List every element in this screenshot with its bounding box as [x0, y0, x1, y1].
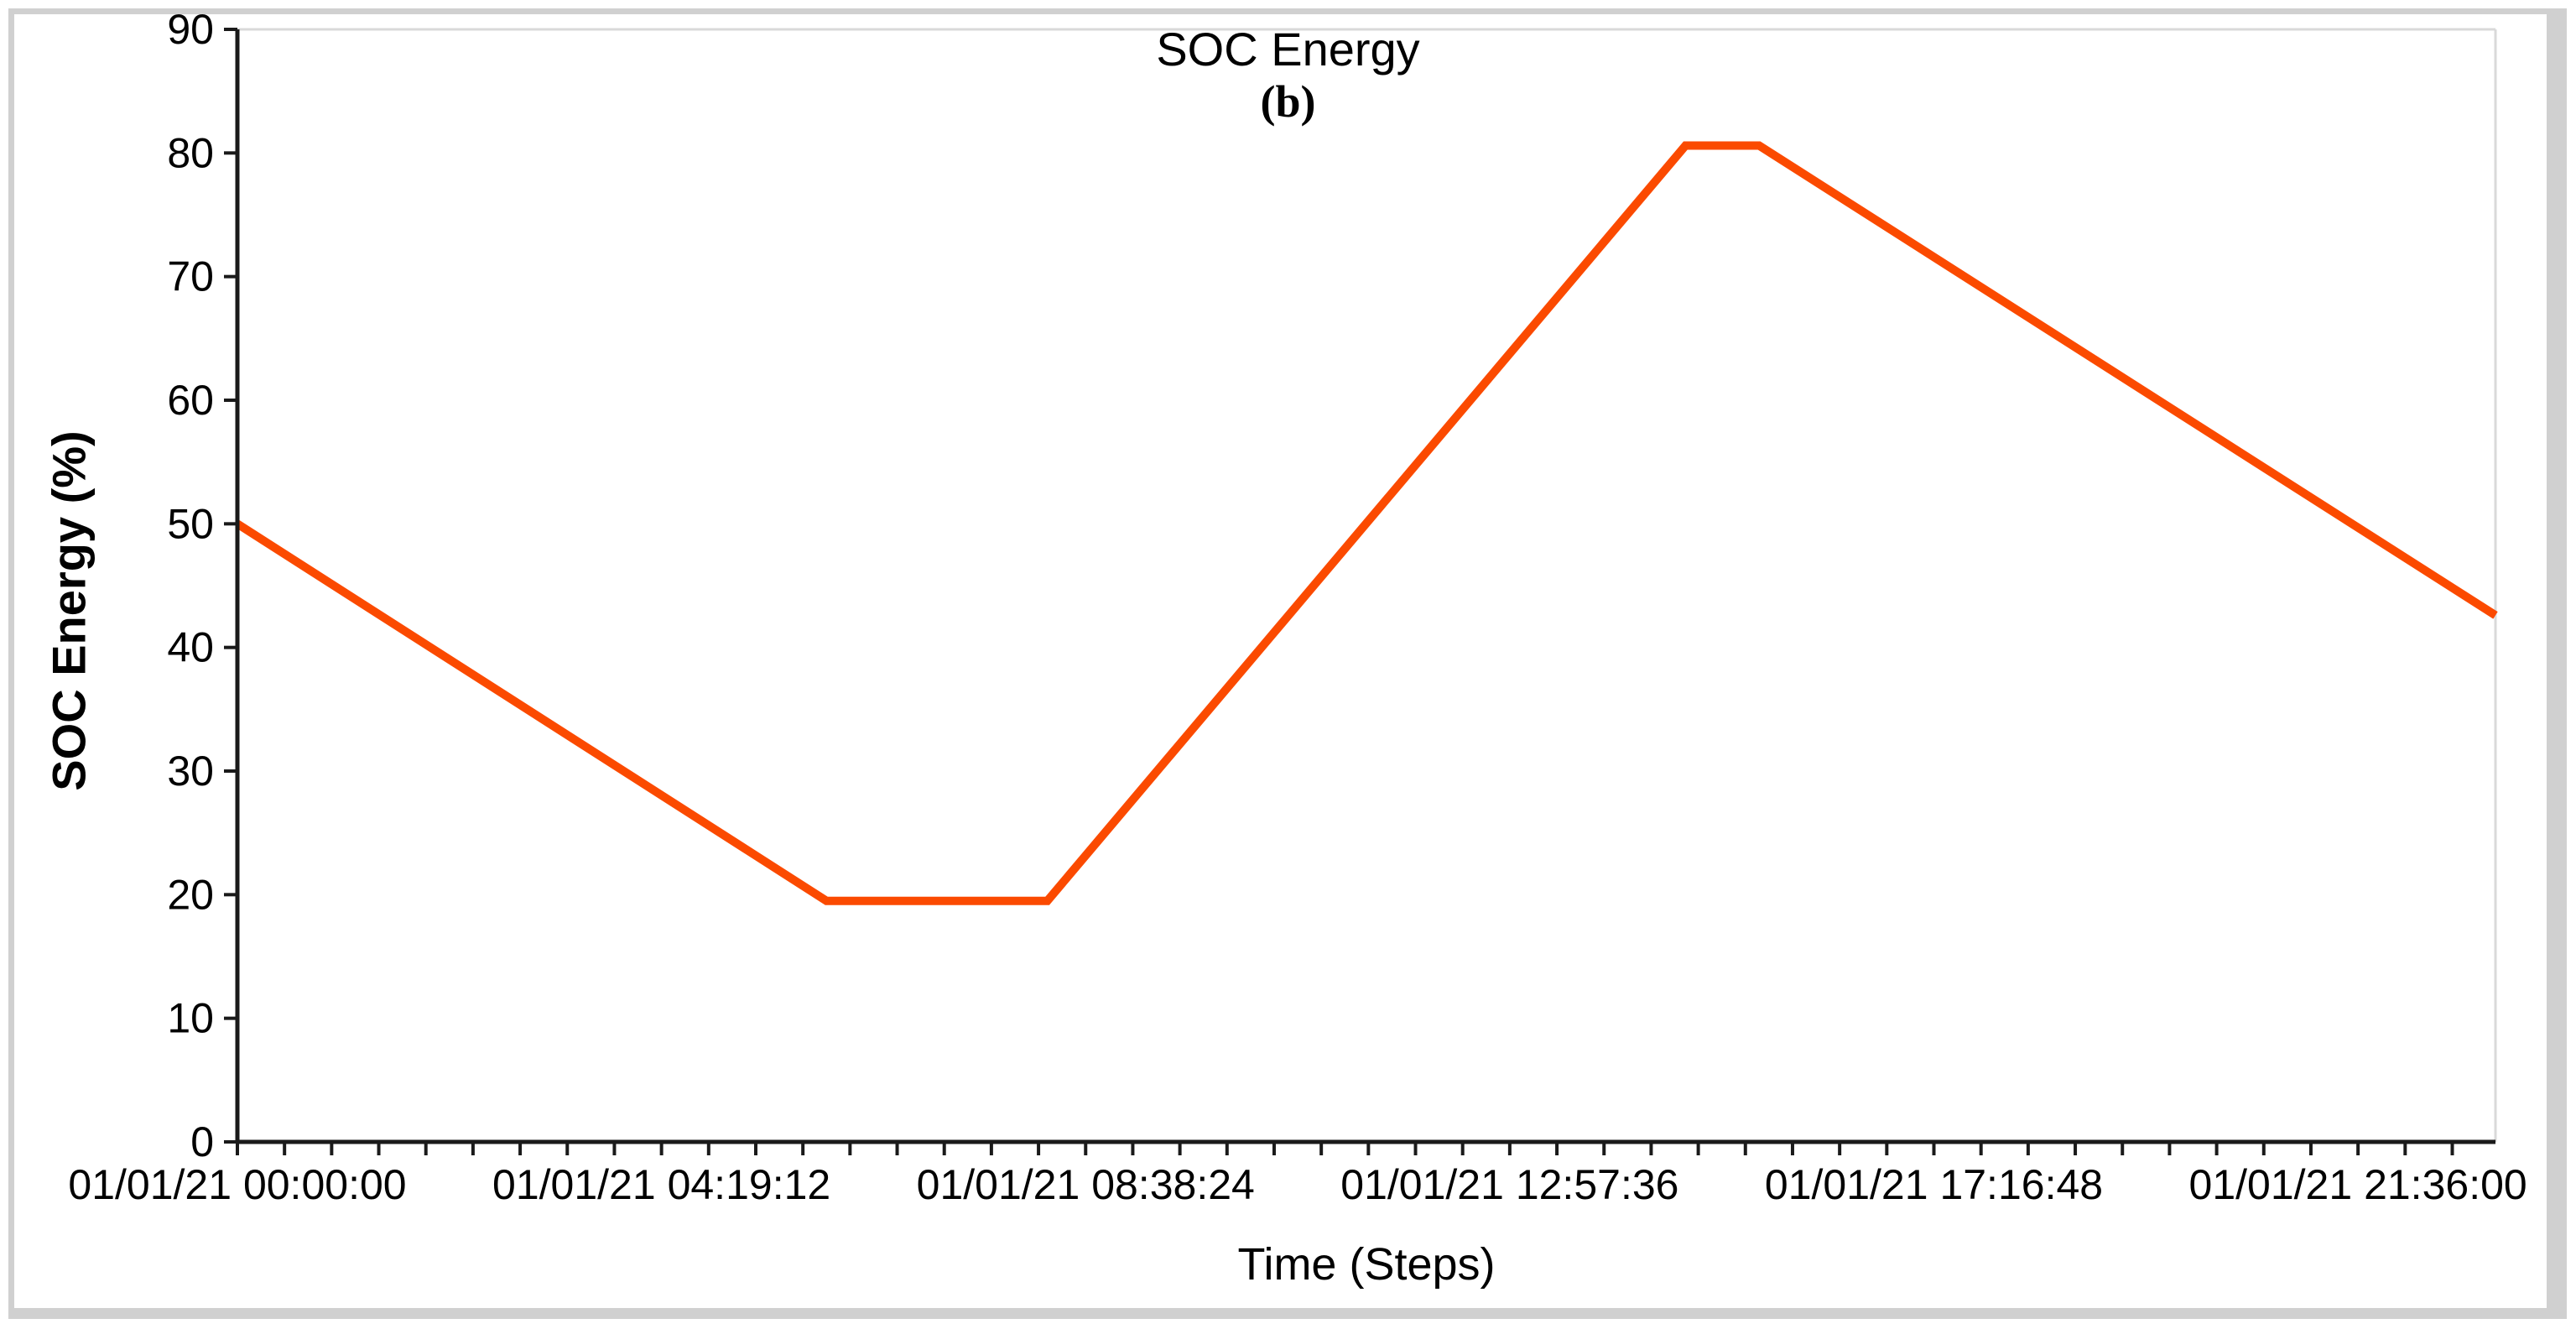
y-tick-label: 0 [190, 1118, 214, 1165]
y-tick-label: 10 [167, 995, 214, 1042]
x-tick-label: 01/01/21 17:16:48 [1765, 1161, 2103, 1208]
x-tick-label: 01/01/21 00:00:00 [68, 1161, 406, 1208]
y-tick-label: 50 [167, 500, 214, 547]
x-tick-label: 01/01/21 21:36:00 [2189, 1161, 2527, 1208]
y-tick-label: 40 [167, 624, 214, 671]
y-tick-label: 60 [167, 377, 214, 424]
y-tick-label: 30 [167, 748, 214, 795]
x-tick-label: 01/01/21 12:57:36 [1340, 1161, 1678, 1208]
chart-title: SOC Energy [1156, 23, 1420, 76]
x-tick-label: 01/01/21 04:19:12 [492, 1161, 830, 1208]
y-axis-label: SOC Energy (%) [42, 430, 96, 791]
x-tick-label: 01/01/21 08:38:24 [917, 1161, 1255, 1208]
y-tick-label: 80 [167, 129, 214, 176]
soc-energy-line [235, 141, 2498, 905]
chart-subtitle: (b) [1260, 76, 1316, 127]
x-axis-label: Time (Steps) [1237, 1239, 1496, 1290]
y-tick-label: 70 [167, 253, 214, 300]
y-tick-label: 20 [167, 871, 214, 918]
